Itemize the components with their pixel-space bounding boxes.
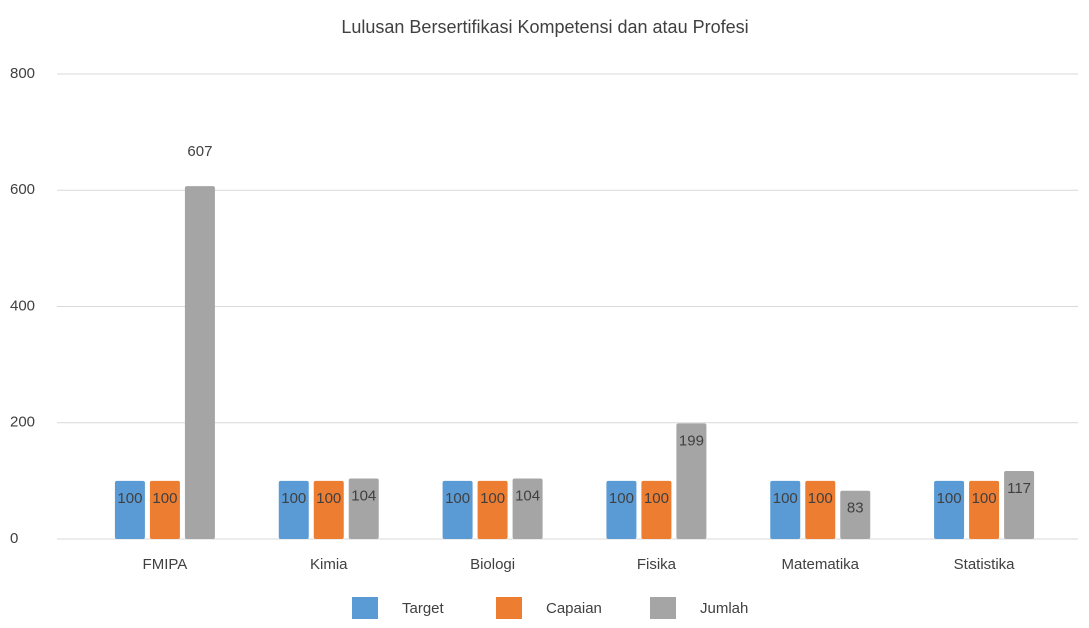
data-label: 199 [679,432,704,449]
data-label: 100 [281,490,306,507]
bar [770,480,801,539]
bar [676,423,707,539]
bar [114,480,145,539]
legend-swatch [496,597,522,619]
x-tick-label: Matematika [781,556,859,573]
bar [149,480,180,539]
bar [348,478,379,539]
bar [313,480,344,539]
legend-label: Capaian [546,600,602,617]
y-tick-label: 0 [10,530,18,547]
x-tick-label: Biologi [470,556,515,573]
data-label: 100 [972,490,997,507]
bar [442,480,473,539]
bar [840,490,871,539]
data-label: 117 [1007,480,1031,497]
y-tick-label: 400 [10,297,35,314]
data-label: 100 [937,490,962,507]
data-label: 100 [480,490,505,507]
legend-swatch [352,597,378,619]
legend-swatch [650,597,676,619]
x-tick-label: Kimia [310,556,348,573]
bar [477,480,508,539]
data-label: 100 [609,490,634,507]
bar [512,478,543,539]
data-label: 100 [117,490,142,507]
legend-label: Target [402,600,445,617]
data-label: 100 [316,490,341,507]
bar [606,480,637,539]
data-label: 104 [351,488,376,505]
data-label: 100 [445,490,470,507]
bar [184,186,215,539]
bar [969,480,1000,539]
legend-label: Jumlah [700,600,748,617]
data-label: 100 [644,490,669,507]
data-label: 100 [808,490,833,507]
bar [641,480,672,539]
bar [278,480,309,539]
x-tick-label: Fisika [637,556,677,573]
bar [1004,470,1035,539]
y-tick-label: 800 [10,65,35,82]
bar [805,480,836,539]
chart-title: Lulusan Bersertifikasi Kompetensi dan at… [341,17,748,37]
data-label: 100 [152,490,177,507]
data-label: 607 [187,143,212,160]
data-label: 104 [515,488,540,505]
y-tick-label: 600 [10,181,35,198]
x-tick-label: Statistika [954,556,1016,573]
data-label: 100 [773,490,798,507]
x-tick-label: FMIPA [143,556,188,573]
y-tick-label: 200 [10,414,35,431]
data-label: 83 [847,500,864,517]
bar [934,480,965,539]
